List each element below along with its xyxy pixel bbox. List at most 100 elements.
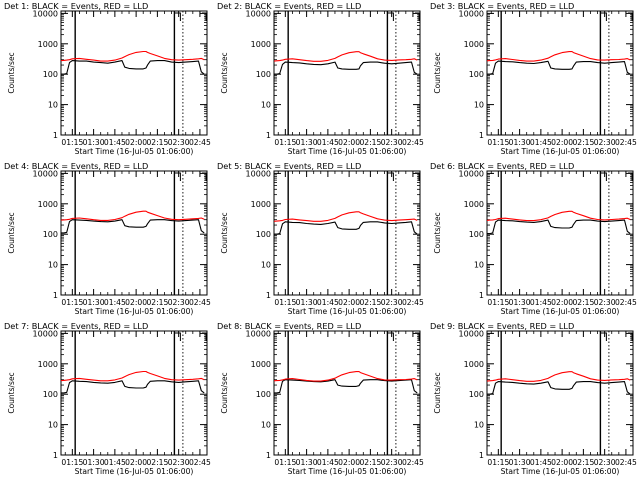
plot-frame: [486, 10, 634, 136]
y-tick-label: 10: [474, 101, 484, 110]
state-flag-marker: [387, 332, 394, 341]
state-flag-marker-right: [415, 12, 420, 21]
x-axis-label: Start Time (16-Jul-05 01:06:00): [501, 307, 620, 316]
x-tick-label: 02:00: [338, 138, 360, 147]
y-tick-label: 1000: [251, 40, 271, 49]
plot-frame: [273, 330, 421, 456]
x-tick-label: 02:45: [189, 298, 211, 307]
y-tick-label: 10000: [33, 169, 58, 178]
x-tick-label: 01:30: [296, 138, 318, 147]
y-tick-label: 100: [43, 390, 58, 399]
y-tick-label: 100: [256, 390, 271, 399]
y-tick-label: 100: [469, 230, 484, 239]
x-tick-label: 01:15: [61, 298, 83, 307]
x-tick-label: 02:15: [572, 298, 594, 307]
chart-title: Det 2: BLACK = Events, RED = LLD: [217, 1, 361, 11]
y-tick-label: 1000: [251, 200, 271, 209]
x-tick-label: 02:00: [125, 458, 147, 467]
x-axis-label: Start Time (16-Jul-05 01:06:00): [75, 467, 194, 476]
x-tick-label: 01:15: [487, 138, 509, 147]
x-tick-label: 01:30: [509, 138, 531, 147]
y-tick-label: 1000: [38, 40, 58, 49]
y-tick-label: 100: [469, 70, 484, 79]
x-tick-label: 01:45: [317, 458, 339, 467]
x-axis-label: Start Time (16-Jul-05 01:06:00): [75, 307, 194, 316]
chart-title: Det 5: BLACK = Events, RED = LLD: [217, 161, 361, 171]
x-tick-label: 01:30: [509, 458, 531, 467]
x-tick-label: 02:45: [189, 138, 211, 147]
series-lld-line: [486, 371, 631, 382]
y-tick-label: 10000: [33, 9, 58, 18]
x-axis-label: Start Time (16-Jul-05 01:06:00): [501, 147, 620, 156]
x-tick-label: 01:15: [274, 138, 296, 147]
x-tick-label: 02:15: [572, 458, 594, 467]
x-tick-label: 02:00: [551, 298, 573, 307]
x-tick-label: 02:00: [125, 138, 147, 147]
series-events-line: [61, 219, 205, 234]
y-tick-label: 10: [261, 421, 271, 430]
x-tick-label: 01:15: [274, 298, 296, 307]
x-tick-label: 02:00: [125, 298, 147, 307]
x-tick-label: 01:45: [530, 458, 552, 467]
y-tick-label: 1000: [38, 360, 58, 369]
series-lld-line: [486, 51, 631, 62]
series-events-line: [487, 60, 631, 75]
x-tick-label: 02:15: [359, 458, 381, 467]
y-tick-label: 10000: [246, 329, 271, 338]
x-tick-label: 01:15: [274, 458, 296, 467]
series-lld-line: [273, 51, 418, 62]
y-tick-label: 10: [48, 421, 58, 430]
x-tick-label: 01:30: [509, 298, 531, 307]
y-tick-label: 10000: [459, 169, 484, 178]
y-tick-label: 10000: [246, 9, 271, 18]
y-tick-label: 10: [261, 261, 271, 270]
plot-frame: [60, 10, 208, 136]
x-tick-label: 02:45: [615, 298, 637, 307]
x-axis-label: Start Time (16-Jul-05 01:06:00): [288, 147, 407, 156]
x-tick-label: 02:15: [146, 458, 168, 467]
y-tick-label: 1: [479, 131, 484, 140]
x-tick-label: 02:00: [338, 298, 360, 307]
chart-title: Det 3: BLACK = Events, RED = LLD: [430, 1, 574, 11]
x-tick-label: 01:15: [487, 458, 509, 467]
plot-frame: [486, 330, 634, 456]
y-tick-label: 1: [479, 451, 484, 460]
chart-panel-6: Det 6: BLACK = Events, RED = LLD Counts/s…: [430, 161, 637, 316]
plot-frame: [273, 10, 421, 136]
x-tick-label: 02:45: [402, 298, 424, 307]
x-tick-label: 02:45: [402, 458, 424, 467]
x-tick-label: 02:00: [551, 138, 573, 147]
state-flag-marker: [600, 172, 607, 181]
x-tick-label: 02:15: [359, 138, 381, 147]
x-tick-label: 02:30: [381, 298, 403, 307]
y-tick-label: 1000: [464, 200, 484, 209]
y-tick-label: 10000: [246, 169, 271, 178]
x-axis-label: Start Time (16-Jul-05 01:06:00): [501, 467, 620, 476]
series-events-line: [487, 219, 631, 235]
state-flag-marker-right: [628, 12, 633, 21]
x-tick-label: 01:45: [317, 298, 339, 307]
state-flag-marker-right: [202, 172, 207, 181]
chart-title: Det 8: BLACK = Events, RED = LLD: [217, 321, 361, 331]
y-tick-label: 100: [256, 230, 271, 239]
plot-frame: [60, 170, 208, 296]
series-events-line: [274, 379, 418, 394]
x-tick-label: 01:45: [530, 138, 552, 147]
y-axis-label: Counts/sec: [433, 212, 442, 253]
chart-panel-7: Det 7: BLACK = Events, RED = LLD Counts/s…: [4, 321, 211, 476]
y-tick-label: 100: [43, 230, 58, 239]
chart-panel-9: Det 9: BLACK = Events, RED = LLD Counts/s…: [430, 321, 637, 476]
x-tick-label: 02:00: [551, 458, 573, 467]
x-axis-label: Start Time (16-Jul-05 01:06:00): [288, 467, 407, 476]
x-tick-label: 02:30: [594, 458, 616, 467]
series-lld-line: [60, 50, 205, 62]
x-tick-label: 01:15: [61, 138, 83, 147]
series-lld-line: [486, 210, 631, 222]
y-tick-label: 10000: [459, 329, 484, 338]
series-lld-line: [273, 211, 418, 222]
y-axis-label: Counts/sec: [433, 372, 442, 413]
y-axis-label: Counts/sec: [220, 372, 229, 413]
state-flag-marker-right: [202, 332, 207, 341]
chart-panel-4: Det 4: BLACK = Events, RED = LLD Counts/s…: [4, 161, 211, 316]
